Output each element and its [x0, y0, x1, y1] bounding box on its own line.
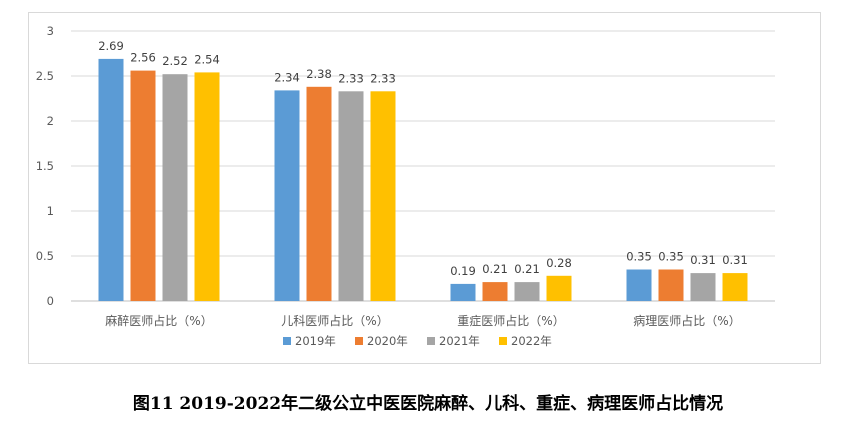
bar [162, 74, 188, 301]
data-label: 2.33 [370, 71, 396, 85]
y-tick-label: 2 [47, 114, 54, 128]
legend: 2019年 2020年 2021年 2022年 [283, 334, 552, 348]
legend-swatch [355, 337, 363, 345]
bar [722, 273, 748, 301]
y-tick-label: 3 [47, 24, 54, 38]
legend-label: 2022年 [511, 334, 552, 348]
data-label: 0.28 [546, 256, 572, 270]
data-label: 2.52 [162, 54, 188, 68]
bar [626, 269, 652, 301]
y-tick-label: 2.5 [36, 69, 54, 83]
data-label: 0.21 [514, 262, 540, 276]
data-labels: 2.69 2.56 2.52 2.54 2.34 2.38 2.33 2.33 0.19 0.21… [98, 39, 748, 278]
category-label: 儿科医师占比（%） [281, 313, 388, 328]
data-label: 0.21 [482, 262, 508, 276]
data-label: 2.54 [194, 52, 220, 66]
legend-label: 2020年 [367, 334, 408, 348]
legend-swatch [499, 337, 507, 345]
data-label: 2.33 [338, 71, 364, 85]
bar [690, 273, 716, 301]
category-label: 麻醉医师占比（%） [105, 313, 212, 328]
legend-label: 2019年 [295, 334, 336, 348]
category-label: 病理医师占比（%） [633, 313, 740, 328]
x-axis: 麻醉医师占比（%） 儿科医师占比（%） 重症医师占比（%） 病理医师占比（%） [105, 313, 740, 328]
bars [98, 58, 748, 302]
data-label: 0.35 [626, 250, 652, 264]
figure-caption: 图11 2019-2022年二级公立中医医院麻醉、儿科、重症、病理医师占比情况 [132, 394, 724, 414]
y-axis: 0 0.5 1 1.5 2 2.5 3 [36, 24, 54, 308]
bar [338, 91, 364, 301]
y-tick-label: 1 [47, 204, 54, 218]
bar [194, 72, 220, 302]
bar [370, 91, 396, 301]
data-label: 0.19 [450, 264, 476, 278]
y-tick-label: 0 [47, 294, 54, 308]
bar-chart: 00.511.522.53 2.692.56 2.52 2.542.34 2.38 2.… [36, 24, 775, 348]
bar [98, 58, 124, 302]
data-label: 2.69 [98, 39, 124, 53]
bar [546, 275, 572, 301]
y-tick-label: 1.5 [36, 159, 54, 173]
data-label: 2.38 [306, 67, 332, 81]
data-label: 2.56 [130, 51, 156, 65]
bar [658, 269, 684, 301]
data-label: 0.31 [690, 253, 716, 267]
chart-frame: 0 0.5 1 1.5 2 2.5 3 2.69 2.56 2.52 2.54 2.34 2.38 2.… [28, 12, 821, 364]
legend-swatch [427, 337, 435, 345]
bar [514, 282, 540, 301]
bar [482, 282, 508, 301]
gridlines [71, 30, 775, 302]
legend-label: 2021年 [439, 334, 480, 348]
category-label: 重症医师占比（%） [457, 313, 564, 328]
bar [130, 70, 156, 301]
data-label: 0.35 [658, 250, 684, 264]
bar [306, 86, 332, 301]
data-label: 2.34 [274, 70, 300, 84]
bar [274, 90, 300, 302]
legend-swatch [283, 337, 291, 345]
bar [450, 283, 476, 301]
y-tick-label: 0.5 [36, 249, 54, 263]
data-label: 0.31 [722, 253, 748, 267]
